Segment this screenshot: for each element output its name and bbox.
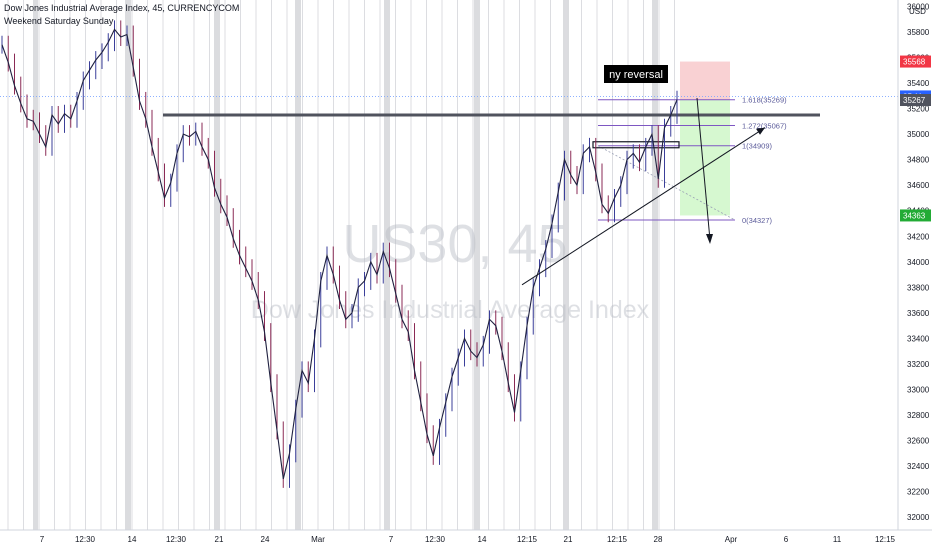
currency-label: USD [909,7,926,16]
session-band [214,0,220,530]
price-tag [900,93,931,106]
stop-zone [680,61,730,100]
price-tag-label: 35267 [903,96,926,105]
y-tick-label: 32000 [907,513,930,522]
x-tick-label: 14 [478,535,487,544]
x-tick-label: 12:30 [75,535,96,544]
time-axis-background [0,530,932,550]
x-tick-label: 7 [40,535,45,544]
x-tick-label: 14 [128,535,137,544]
price-tag-label: 35568 [903,58,926,67]
session-band [295,0,301,530]
y-tick-label: 35800 [907,28,930,37]
watermark-name: Dow Jones Industrial Average Index [251,296,650,324]
trendline [521,127,766,286]
x-tick-label: 12:15 [607,535,628,544]
y-tick-label: 32600 [907,437,930,446]
chart-subtitle: Weekend Saturday Sunday [4,16,114,26]
x-tick-label: 21 [564,535,573,544]
session-band [652,0,658,530]
projection-arrowhead [706,234,713,244]
price-tag-label: 34363 [903,211,926,220]
y-tick-label: 36000 [907,2,930,11]
y-tick-label: 34600 [907,181,930,190]
y-tick-label: 33800 [907,283,930,292]
session-band [33,0,38,530]
trendline-arrowhead [756,127,765,135]
y-tick-label: 34200 [907,232,930,241]
y-tick-label: 34000 [907,258,930,267]
x-tick-label: 12:15 [875,535,896,544]
y-tick-label: 35200 [907,105,930,114]
session-band [125,0,131,530]
x-tick-label: 7 [389,535,394,544]
y-tick-label: 33200 [907,360,930,369]
level-box [592,141,680,149]
y-tick-label: 35400 [907,79,930,88]
fib-level-label: 0(34327) [742,216,773,225]
x-tick-label: 12:15 [517,535,538,544]
watermark-symbol: US30, 45 [342,214,567,274]
annotation-label: ny reversal [609,69,663,81]
target-zone [680,99,730,216]
price-tag [900,209,931,222]
y-tick-label: 33600 [907,309,930,318]
session-band [384,0,390,530]
session-band [474,0,480,530]
chart-title: Dow Jones Industrial Average Index, 45, … [4,3,240,13]
projection-arrow [696,97,711,241]
fib-level-label: 1.618(35269) [742,96,787,105]
fib-level-label: 1(34909) [742,142,773,151]
y-tick-label: 33400 [907,334,930,343]
x-tick-label: 12:30 [166,535,187,544]
x-tick-label: 12:30 [425,535,446,544]
x-tick-label: 28 [654,535,663,544]
y-tick-label: 33000 [907,386,930,395]
y-tick-label: 32200 [907,488,930,497]
y-tick-label: 35000 [907,130,930,139]
x-tick-label: 11 [833,535,842,544]
fib-diagonal [597,145,736,221]
y-tick-label: 32800 [907,411,930,420]
y-tick-label: 32400 [907,462,930,471]
x-tick-label: 24 [261,535,270,544]
annotation-box [604,65,668,83]
price-series-line [1,28,678,480]
price-tag [900,55,931,68]
x-tick-label: Mar [311,535,325,544]
x-tick-label: 21 [215,535,224,544]
fib-level-label: 1.272(35067) [742,122,787,131]
x-tick-label: 6 [784,535,789,544]
x-tick-label: Apr [725,535,738,544]
y-tick-label: 34800 [907,156,930,165]
